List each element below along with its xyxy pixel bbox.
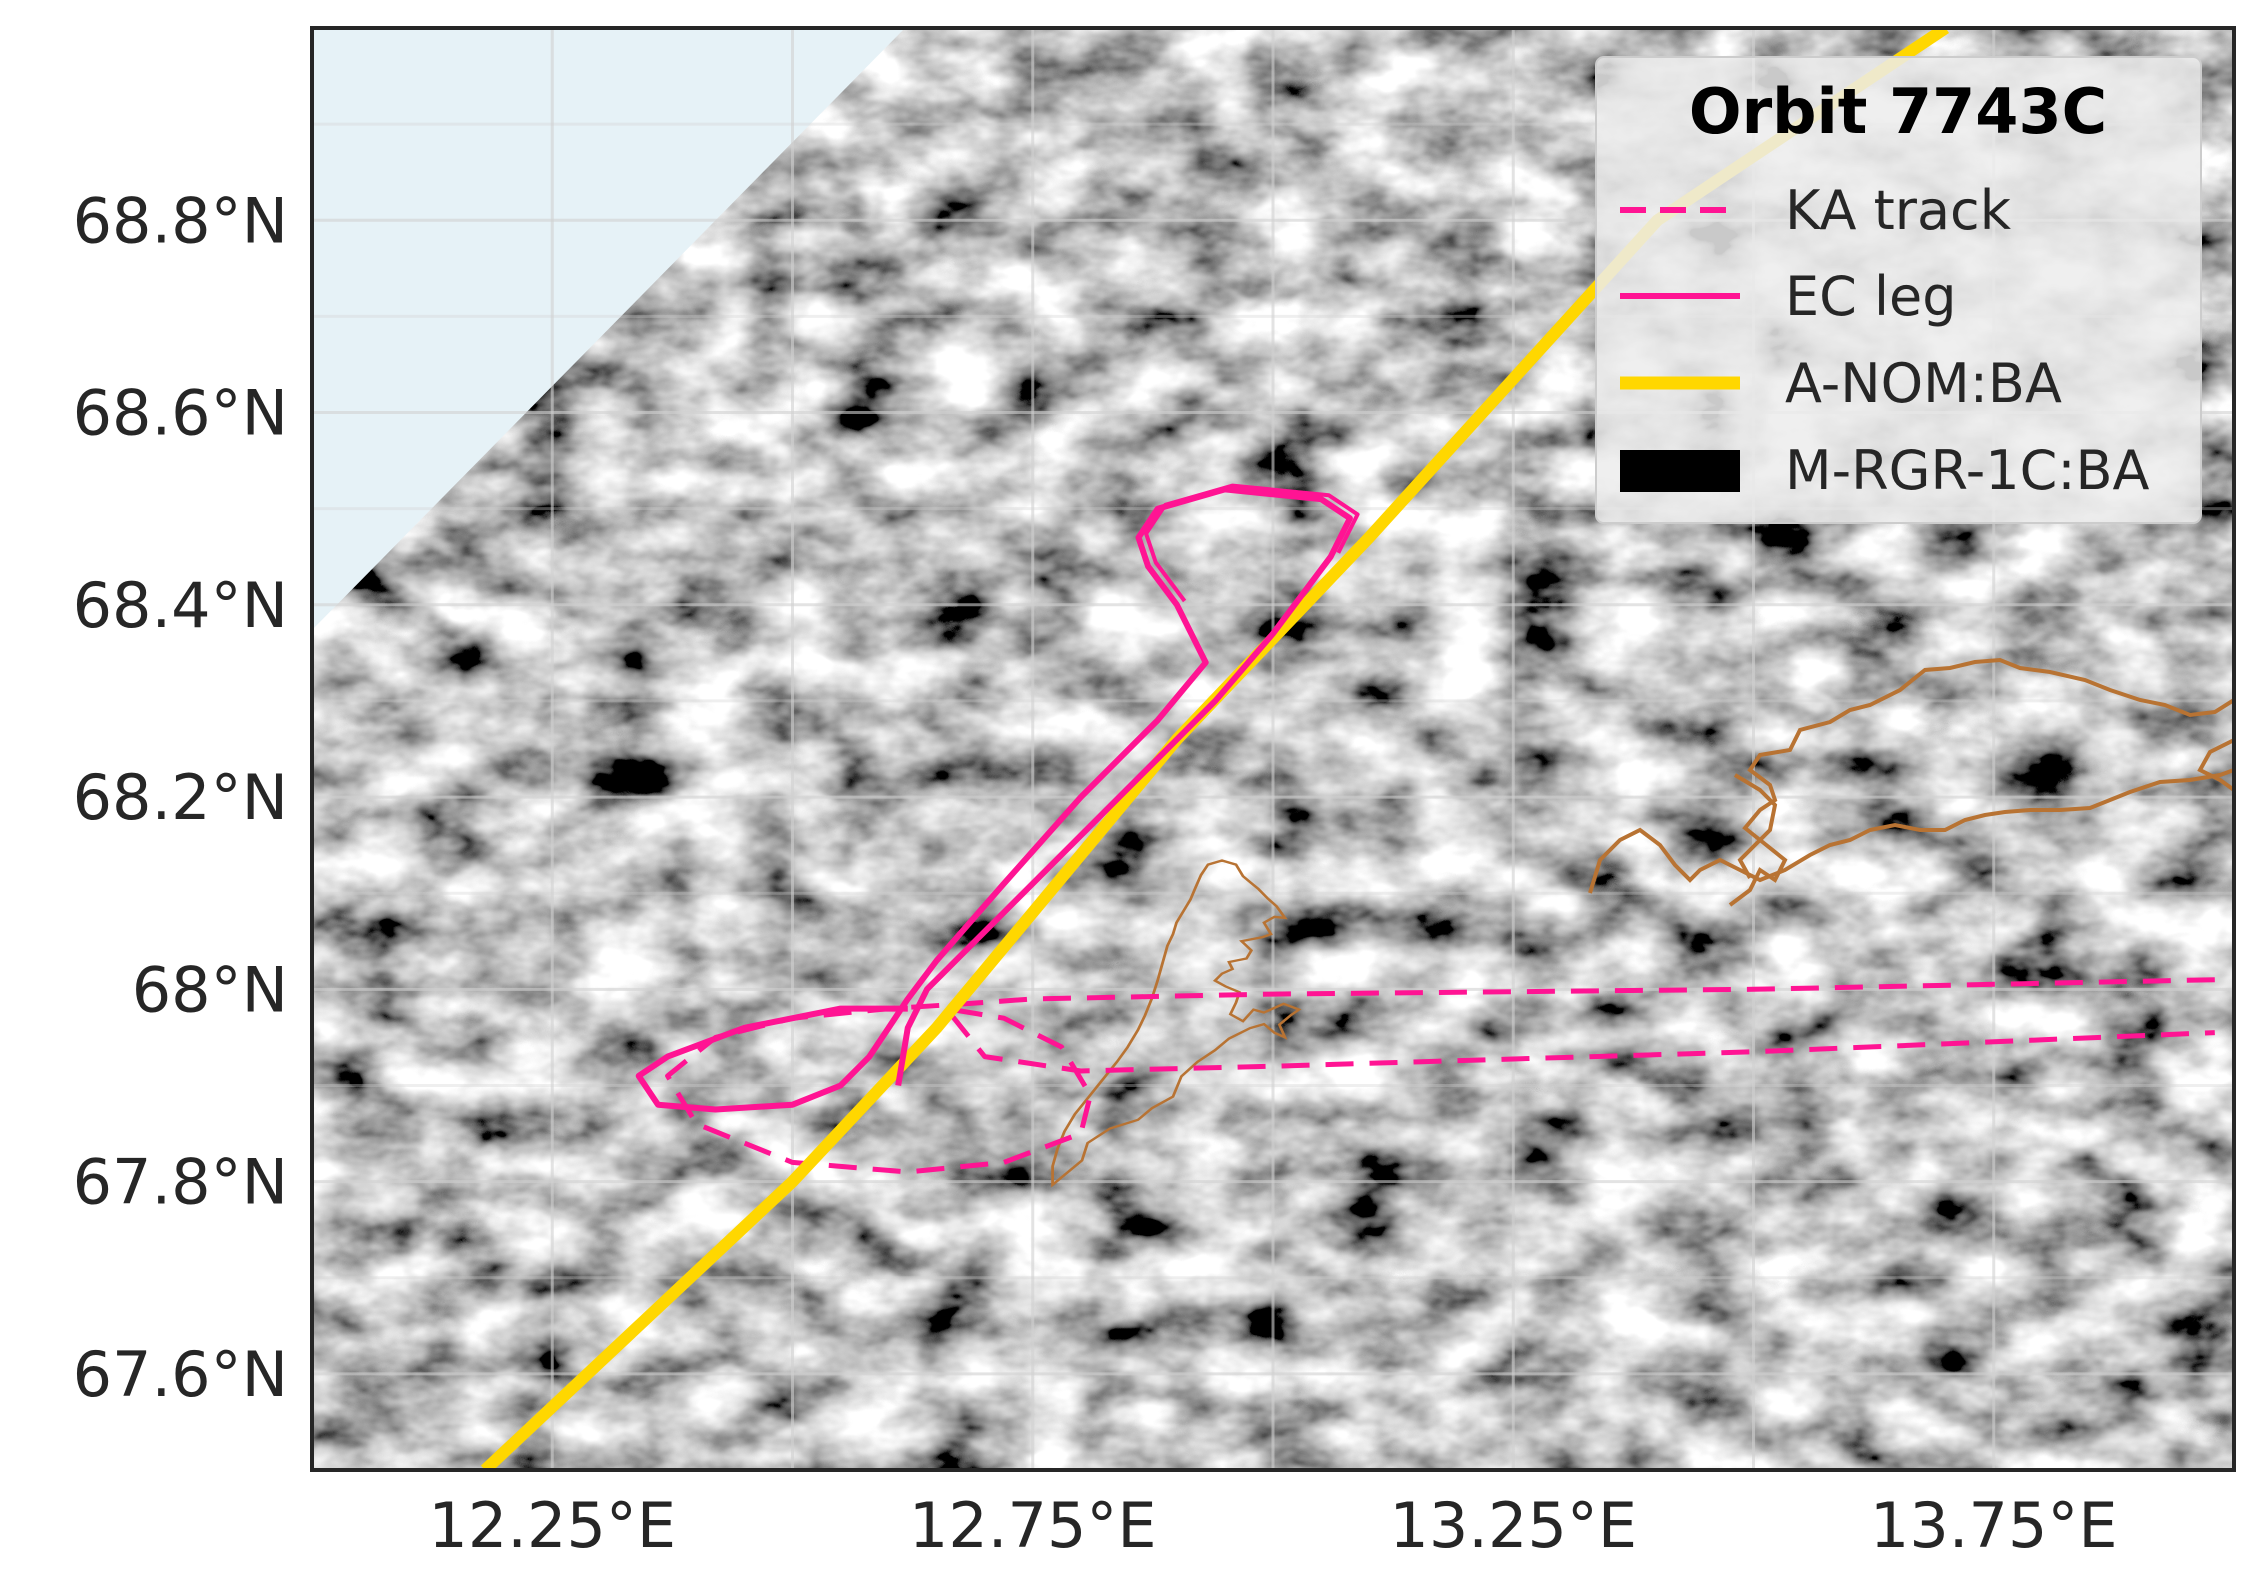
x-tick-label-3: 13.75°E <box>1870 1489 2118 1562</box>
legend: Orbit 7743C KA track EC leg A-NOM:BA M-R… <box>1595 56 2202 524</box>
legend-label-ka-track: KA track <box>1785 179 2012 242</box>
legend-box <box>1595 56 2202 524</box>
x-axis-tick-labels: 12.25°E 12.75°E 13.25°E 13.75°E <box>428 1489 2117 1562</box>
legend-swatch-m-rgr-1c-ba <box>1620 450 1740 492</box>
y-tick-label-3: 68.2°N <box>73 761 288 834</box>
axes-frame <box>310 26 2236 1472</box>
x-tick-label-0: 12.25°E <box>428 1489 676 1562</box>
y-tick-label-4: 68°N <box>132 953 288 1026</box>
x-tick-label-1: 12.75°E <box>909 1489 1157 1562</box>
y-tick-label-1: 68.6°N <box>73 377 288 450</box>
x-tick-label-2: 13.25°E <box>1389 1489 1637 1562</box>
ec-leg-line <box>635 486 1353 1113</box>
y-tick-label-2: 68.4°N <box>73 569 288 642</box>
coastline-north <box>1588 657 2234 907</box>
ec-leg-line-overlap <box>1144 483 1360 603</box>
y-tick-label-6: 67.6°N <box>73 1338 288 1411</box>
legend-label-ec-leg: EC leg <box>1785 265 1957 328</box>
y-axis-tick-labels: 68.8°N 68.6°N 68.4°N 68.2°N 68°N 67.8°N 67.6°N <box>73 184 288 1411</box>
legend-label-m-rgr-1c-ba: M-RGR-1C:BA <box>1785 439 2150 502</box>
y-tick-label-5: 67.8°N <box>73 1146 288 1219</box>
legend-title: Orbit 7743C <box>1689 75 2107 148</box>
y-tick-label-0: 68.8°N <box>73 184 288 257</box>
legend-label-a-nom-ba: A-NOM:BA <box>1785 352 2062 415</box>
